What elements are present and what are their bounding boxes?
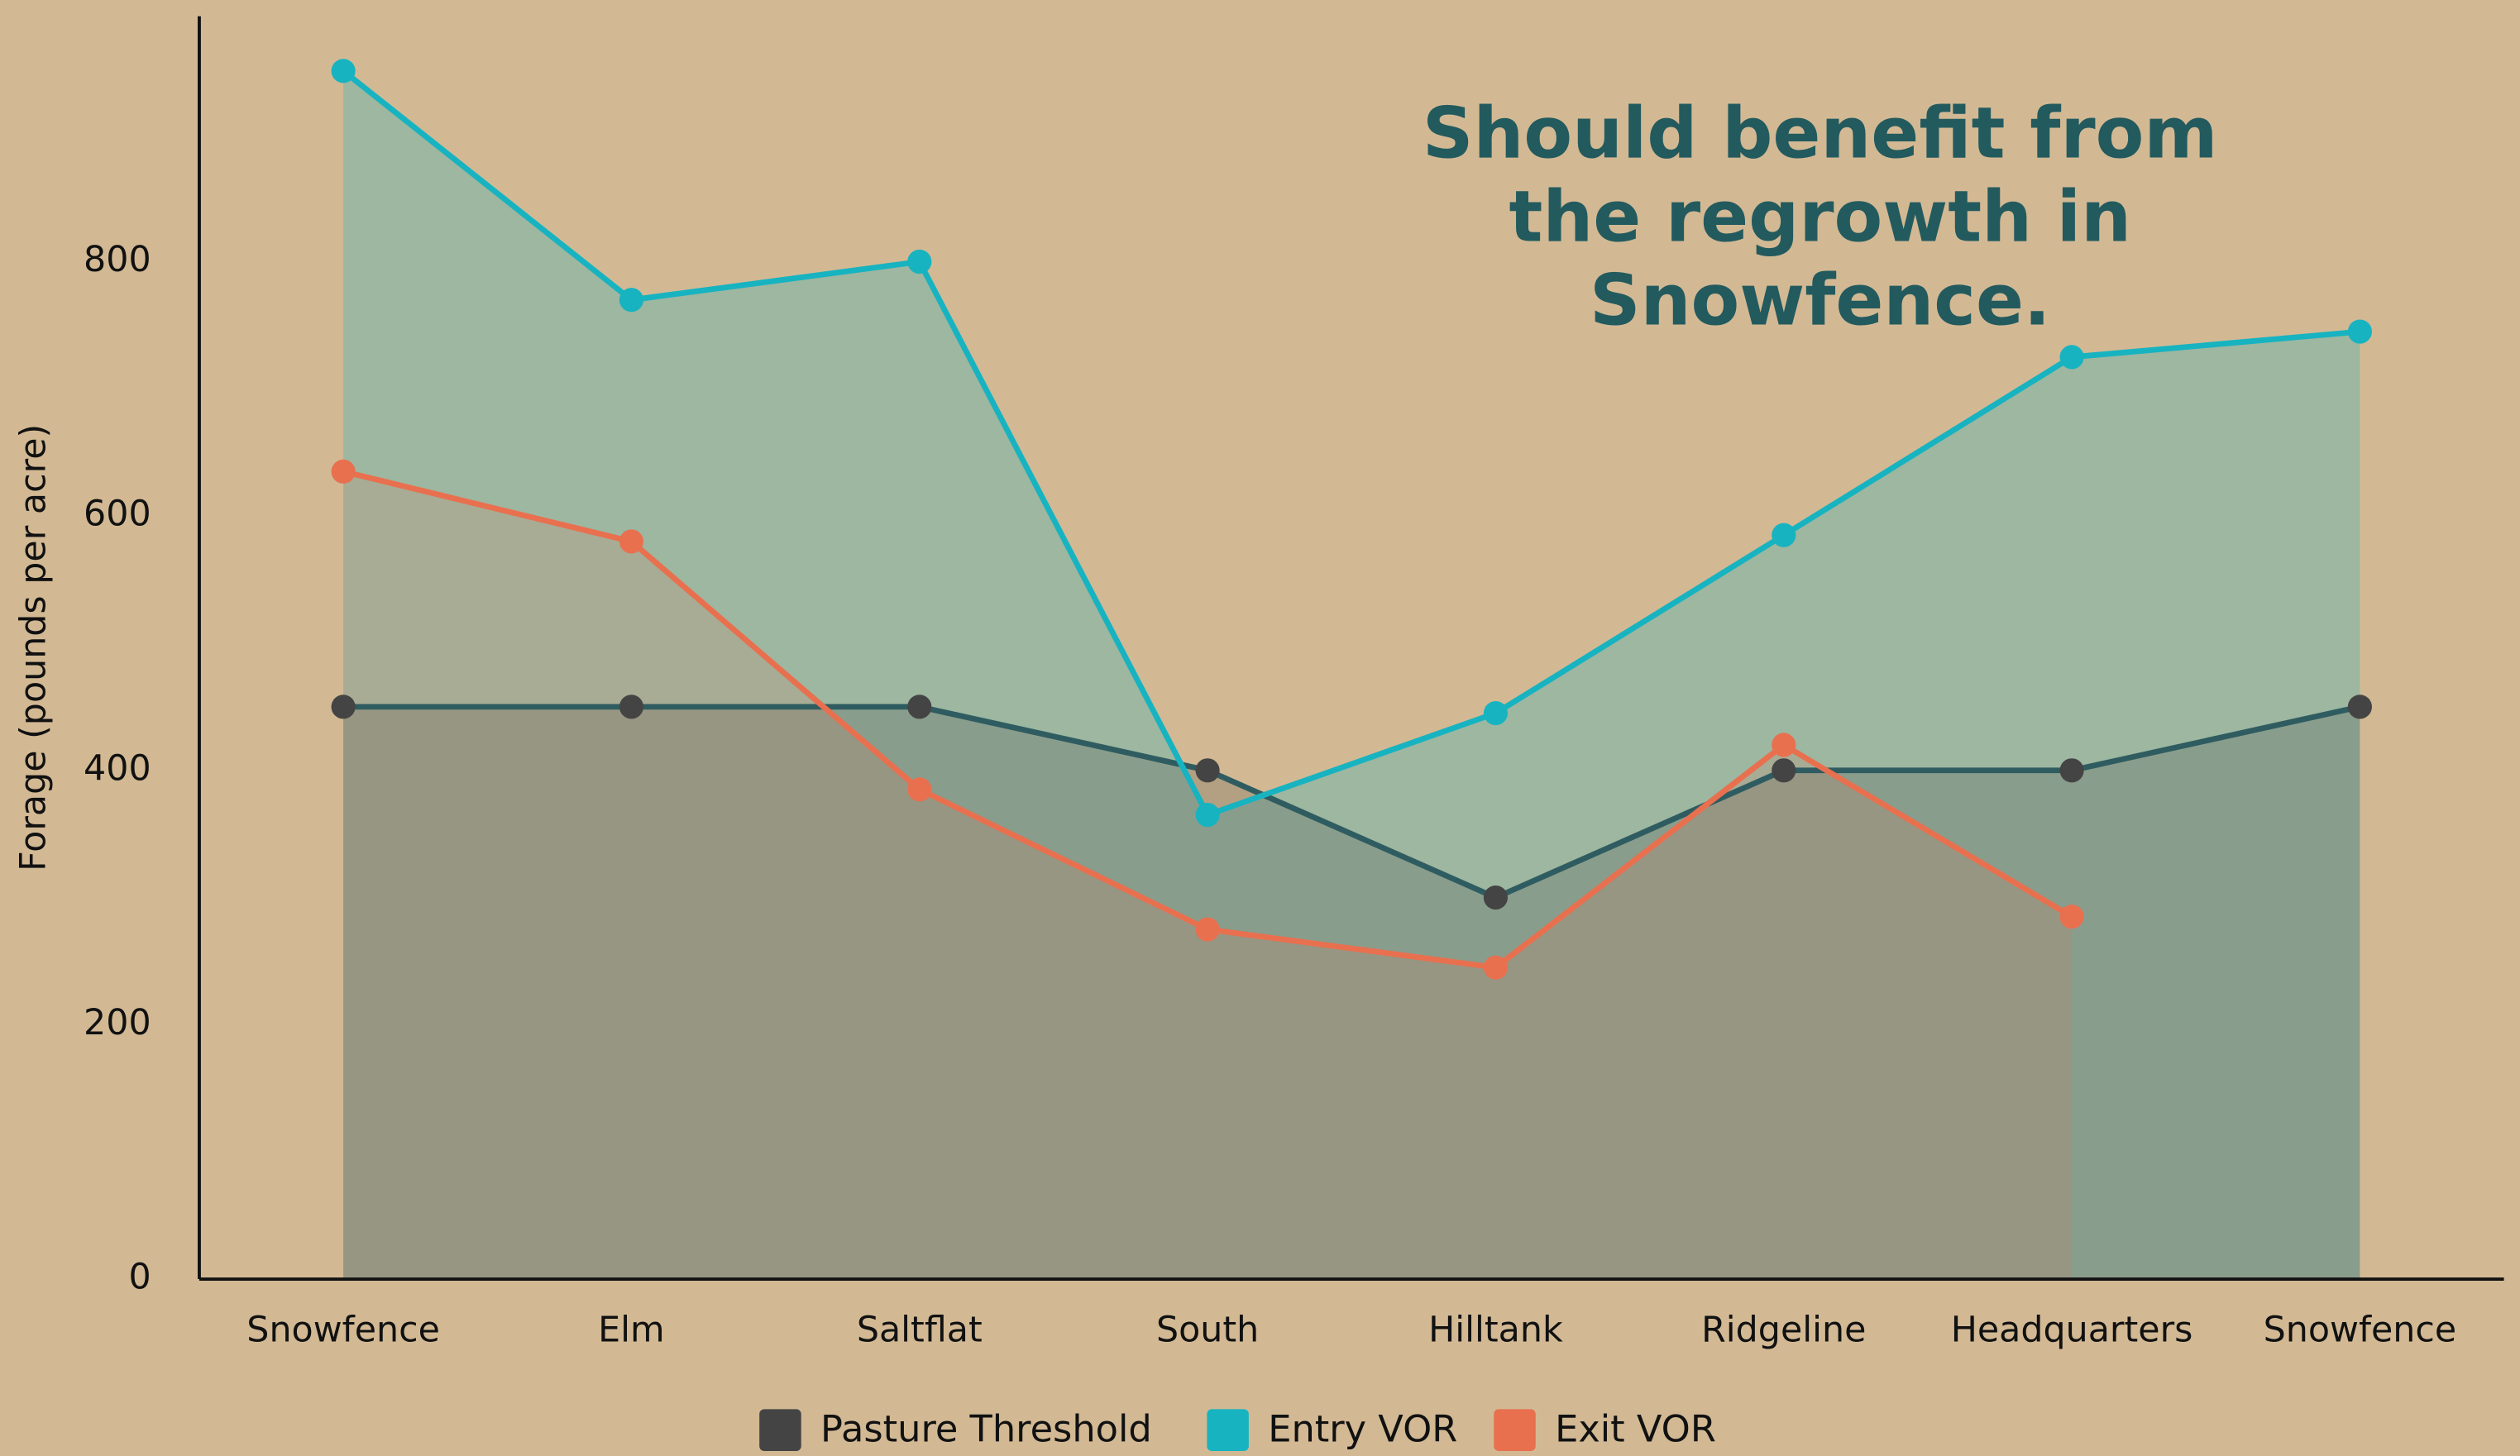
series-area [343,471,2073,1280]
legend-swatch [1494,1409,1536,1451]
legend-swatch [759,1409,801,1451]
x-tick-label: Snowfence [2264,1310,2457,1351]
y-tick-label: 400 [84,747,151,789]
data-point [619,695,644,719]
x-tick-label: Saltflat [857,1310,983,1351]
data-point [2347,319,2372,344]
data-point [907,777,932,802]
legend-label: Pasture Threshold [820,1408,1152,1451]
y-axis-label: Forage (pounds per acre) [12,424,54,871]
annotation: Should benefit from the regrowth in Snow… [1422,93,2218,343]
data-point [1772,758,1796,783]
series-line [343,704,2361,901]
data-point [2347,695,2372,719]
data-point [1483,700,1509,726]
data-point [1195,758,1220,783]
data-point [907,695,932,719]
data-point [2059,758,2084,783]
data-point [619,529,644,554]
data-point [619,288,644,313]
data-point [1483,955,1509,980]
series-area [343,70,2360,1280]
data-point [1195,917,1220,942]
x-tick-label: Headquarters [1951,1310,2193,1351]
areas [343,70,2360,1280]
data-point [1483,886,1509,910]
data-point [331,695,356,719]
legend-label: Entry VOR [1268,1408,1457,1451]
data-point [1772,733,1796,757]
data-point [907,249,932,274]
legend-label: Exit VOR [1555,1408,1716,1451]
x-tick-label: Ridgeline [1701,1310,1866,1351]
y-tick-label: 800 [84,239,151,280]
legend-swatch [1207,1409,1249,1451]
y-tick-label: 200 [84,1002,151,1043]
x-tick-label: South [1156,1310,1259,1351]
data-point [2059,345,2084,370]
x-tick-label: Snowfence [246,1310,440,1351]
x-tick-label: Hilltank [1428,1310,1563,1351]
series-line [342,69,2360,819]
series-area [343,706,2360,1280]
y-tick-label: 0 [128,1257,151,1298]
data-point [331,459,356,484]
data-point [331,59,356,84]
x-tick-label: Elm [598,1310,665,1351]
data-point [2059,905,2084,929]
y-tick-label: 600 [84,494,151,535]
data-point [1195,803,1220,828]
data-point [1772,523,1796,547]
annotation-box: Should benefit from the regrowth in Snow… [1422,93,2218,343]
